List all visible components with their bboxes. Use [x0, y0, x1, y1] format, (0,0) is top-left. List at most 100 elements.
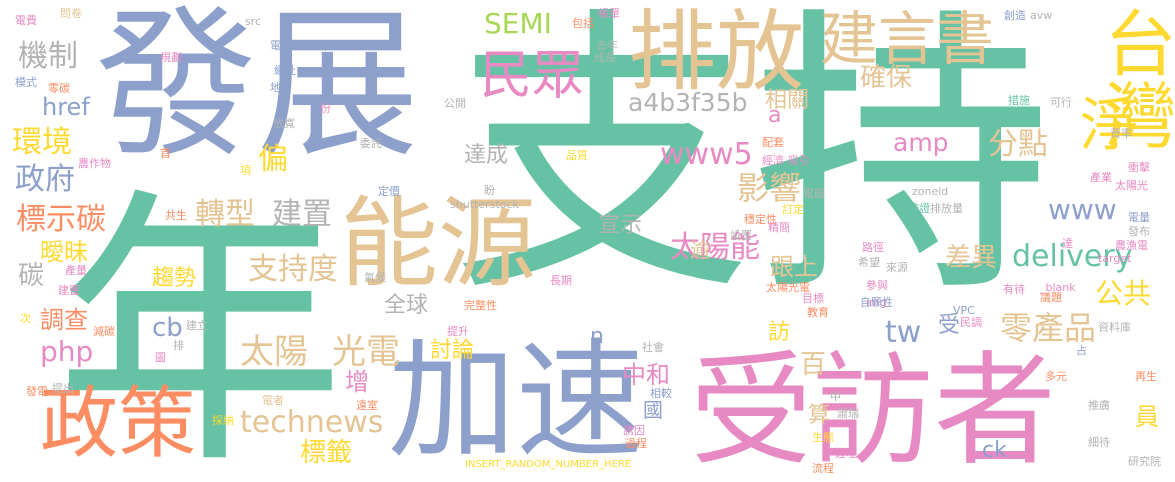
word-jiasu: 加速 — [388, 327, 645, 476]
word-zoneid: zoneid — [912, 185, 949, 198]
word-xidai: 細待 — [1088, 436, 1110, 449]
word-nongyudian: 農漁電 — [1115, 239, 1148, 252]
word-wenjuan: 問卷 — [60, 7, 82, 20]
word-chanliang: 產量 — [65, 264, 87, 277]
word-dingding: 訂定 — [782, 203, 804, 216]
word-feilu: 費率 — [1110, 127, 1132, 140]
word-taiyangneng: 太陽能 — [670, 230, 760, 265]
word-gongsheng: 共生 — [165, 209, 187, 222]
word-chuangzao: 創造 — [1004, 9, 1026, 22]
word-kexing: 可行 — [1050, 96, 1072, 109]
word-chanye: 產業 — [1090, 171, 1112, 184]
word-mubiao: 目標 — [802, 292, 824, 305]
word-zhonghe: 中和 — [622, 361, 670, 389]
word-wanzhengxing: 完整性 — [464, 299, 497, 312]
word-qihou: 氣候 — [364, 271, 386, 284]
word-jianzhi2: 建置 — [58, 284, 80, 297]
word-ziliaoku: 資料庫 — [1098, 321, 1131, 334]
word-xiang: 項 — [240, 164, 251, 177]
word-fangkuan: 放寬 — [273, 117, 295, 130]
word-qushi: 趨勢 — [152, 266, 197, 291]
word-jianli: 建立 — [186, 319, 208, 332]
word-ziyuanxing: 自願性 — [860, 296, 893, 309]
word-shengtai: 生態 — [812, 431, 834, 444]
word-yanzheng: 驗證 — [908, 202, 930, 215]
word-lingtan: 零碳 — [48, 82, 70, 95]
word-xiyin: 吸引 — [788, 154, 810, 167]
word-mindiao: 民調 — [960, 316, 982, 329]
word-yingxiang: 影響 — [737, 169, 802, 207]
word-dianfei: 電費 — [15, 14, 37, 27]
word-yiti: 議題 — [1040, 291, 1062, 304]
word-guo: 國 — [643, 398, 663, 422]
word-jianyanshu: 建言書 — [820, 5, 995, 73]
word-taiyangguang: 太陽光 — [1115, 179, 1148, 192]
word-delivery: delivery — [1012, 239, 1133, 274]
word-canyu: 參與 — [866, 279, 888, 292]
word-youyin: 誘因 — [623, 424, 645, 437]
word-target: target — [1098, 252, 1132, 265]
word-dacheng: 達成 — [464, 143, 509, 168]
word-fen: 份 — [320, 102, 331, 115]
word-minzhong: 民眾 — [480, 46, 585, 106]
word-vpc: VPC — [953, 304, 975, 317]
word-tw: tw — [885, 315, 922, 350]
word-nengyuan: 能源 — [340, 187, 537, 301]
word-shoufangzhe: 受訪者 — [690, 340, 1056, 482]
word-nian: 年 — [55, 166, 345, 482]
word-pan: 盼 — [484, 184, 495, 197]
word-tichu: 提出 — [52, 382, 74, 395]
word-lingchanpin: 零產品 — [1000, 309, 1097, 347]
word-biaoshitan: 標示碳 — [16, 202, 106, 237]
word-shezhi: 設置 — [730, 229, 752, 242]
word-gongkai: 公開 — [444, 97, 466, 110]
word-xiwang: 希望 — [858, 256, 880, 269]
word-tu: 圖 — [155, 351, 166, 364]
word-blank: _blank — [1040, 281, 1076, 294]
word-chayi: 差異 — [945, 243, 998, 273]
word-suan: 算 — [808, 403, 831, 428]
word-jiantan: 減碳 — [93, 325, 115, 338]
word-chizhi: 遲址 — [835, 447, 857, 460]
word-technews: technews — [240, 405, 384, 440]
word-xiaorui: 蕭瑞 — [837, 407, 859, 420]
word-guihua: 規劃 — [160, 51, 182, 64]
word-a4b3f35b: a4b3f35b — [628, 88, 748, 117]
word-php: php — [40, 335, 94, 368]
word-lujing: 路徑 — [862, 241, 884, 254]
word-gonggong: 公共 — [1095, 277, 1152, 310]
word-xiangguan: 相關 — [765, 88, 810, 113]
word-zhengfu: 政府 — [15, 162, 75, 197]
word-difang: 地方 — [270, 81, 292, 94]
word-a: a — [768, 103, 782, 128]
word-dianzhe: 電者 — [262, 394, 284, 407]
word-jianzhi: 建置 — [272, 197, 332, 232]
word-changqi: 長期 — [550, 274, 572, 287]
word-wendingxing: 穩定性 — [744, 213, 777, 226]
word-pian: 偏 — [258, 142, 288, 177]
word-taolun: 討論 — [430, 338, 475, 363]
word-chengzhang: 成長 — [594, 51, 616, 64]
word-laiyuan: 來源 — [886, 261, 908, 274]
word-tuiguang: 推廣 — [1088, 399, 1110, 412]
word-zhangdan: 帳單 — [598, 7, 620, 20]
word-fazhan: 發展 — [95, 0, 419, 180]
word-paifangliang: 排放量 — [930, 202, 963, 215]
word-zhichidu: 支持度 — [248, 252, 338, 287]
word-guocheng: 過程 — [625, 437, 647, 450]
word-chongji: 衝擊 — [1128, 161, 1150, 174]
word-dianliang: 電量 — [1128, 211, 1150, 224]
word-weituo: 委託 — [360, 137, 382, 150]
word-shou2: 首 — [160, 147, 171, 160]
word-dianchang: 電廠 — [803, 187, 825, 200]
word-qunian: 去年 — [596, 39, 618, 52]
word-caina: 採納 — [212, 414, 234, 427]
word-taiwan: 台灣 — [1092, 6, 1175, 150]
word-href: href — [42, 93, 90, 121]
word-www5: www5 — [660, 137, 753, 172]
word-peitao: 配套 — [762, 136, 784, 149]
word-zhan: 占 — [1076, 344, 1087, 357]
word-tan: 碳 — [18, 261, 45, 291]
word-biaoqian: 標籤 — [300, 438, 353, 468]
word-jizhi: 機制 — [18, 39, 78, 74]
